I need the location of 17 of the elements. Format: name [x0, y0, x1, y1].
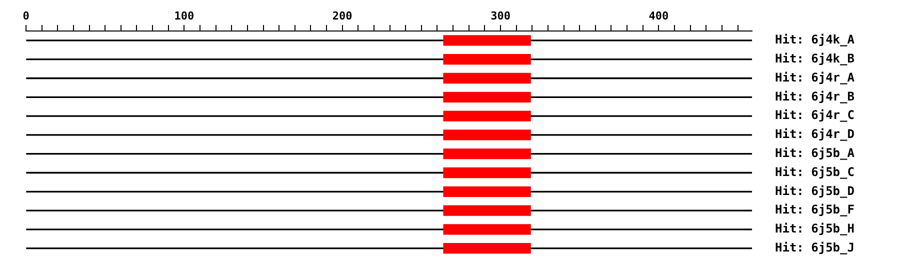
y-tick-label: Hit: 6j5b_J — [775, 240, 854, 254]
y-tick-label: Hit: 6j4r_B — [775, 89, 854, 104]
y-tick-label: Hit: 6j5b_A — [775, 146, 856, 160]
x-tick-label: 400 — [648, 9, 669, 22]
y-tick-label: Hit: 6j5b_H — [775, 222, 854, 236]
y-tick-label: Hit: 6j4r_C — [775, 108, 854, 122]
y-tick-label: Hit: 6j5b_C — [775, 164, 854, 179]
y-tick-label: Hit: 6j5b_F — [775, 202, 854, 217]
x-tick-label: 100 — [174, 9, 194, 22]
y-tick-label: Hit: 6j4k_A — [775, 32, 856, 47]
y-tick-label: Hit: 6j4r_A — [775, 70, 856, 84]
y-tick-label: Hit: 6j4r_D — [775, 127, 854, 142]
y-tick-label: Hit: 6j5b_D — [775, 184, 854, 198]
x-tick-label: 0 — [22, 9, 30, 22]
x-tick-label: 300 — [490, 9, 510, 22]
x-tick-label: 200 — [332, 9, 352, 22]
y-tick-label: Hit: 6j4k_B — [775, 51, 854, 66]
